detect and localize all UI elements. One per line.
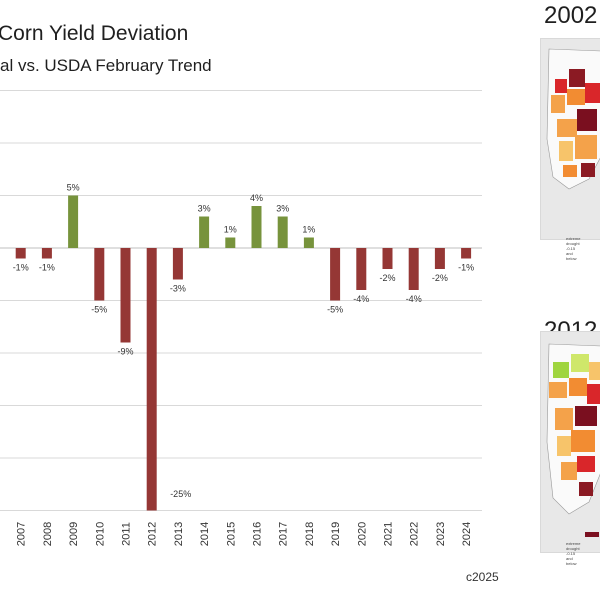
bar-2011	[120, 248, 131, 343]
data-label-2014: 3%	[198, 204, 211, 214]
tick-label-2013: 2013	[173, 522, 185, 546]
bar-2014	[199, 216, 210, 248]
data-label-2024: -1%	[458, 263, 474, 273]
legend-text: and	[566, 556, 573, 561]
chart-credit: c2025	[466, 570, 499, 584]
tick-label-2017: 2017	[278, 522, 290, 546]
bar-2008	[41, 248, 52, 259]
data-label-2022: -4%	[406, 294, 422, 304]
bar-2017	[277, 216, 288, 248]
legend-text: drought	[566, 241, 580, 246]
bar-2018	[303, 237, 314, 248]
data-label-2020: -4%	[353, 294, 369, 304]
bar-2020	[356, 248, 367, 290]
data-label-2007: -1%	[13, 263, 29, 273]
bar-2009	[68, 195, 79, 248]
bar-2023	[434, 248, 445, 269]
legend-text: and	[566, 251, 573, 256]
data-label-2023: -2%	[432, 273, 448, 283]
bar-2022	[408, 248, 419, 290]
tick-label-2018: 2018	[304, 522, 316, 546]
map-year-2002: 2002	[544, 2, 598, 29]
legend-swatch-2012	[585, 532, 599, 537]
chart-subtitle: al vs. USDA February Trend	[0, 56, 212, 75]
legend-text: drought	[566, 546, 580, 551]
data-label-2019: -5%	[327, 305, 343, 315]
bar-chart: -1% 2007 -1% 2008 5% 2009 -5% 2010 -9% 2011 -25% 20…	[0, 90, 482, 546]
bar-2021	[382, 248, 393, 269]
map-legend-2012: extreme drought -0.15 and below	[566, 541, 596, 566]
bar-2024	[461, 248, 472, 259]
tick-label-2015: 2015	[225, 522, 237, 546]
tick-label-2007: 2007	[16, 522, 28, 546]
data-label-2012: -25%	[170, 489, 191, 499]
drought-map-2012	[540, 331, 600, 553]
drought-map-2002	[540, 38, 600, 240]
tick-label-2012: 2012	[147, 522, 159, 546]
legend-text: below	[566, 256, 577, 261]
data-label-2008: -1%	[39, 263, 55, 273]
data-label-2015: 1%	[224, 225, 237, 235]
chart-panel: -1% 2007 -1% 2008 5% 2009 -5% 2010 -9% 2011 -25% 20…	[0, 22, 499, 584]
map-legend-2002: extreme drought -0.15 and below	[566, 236, 596, 261]
legend-text: extreme	[566, 541, 581, 546]
tick-label-2011: 2011	[121, 522, 133, 546]
bar-2013	[172, 248, 183, 280]
bar-2019	[330, 248, 341, 301]
legend-text: -0.15	[566, 246, 576, 251]
legend-text: extreme	[566, 236, 581, 241]
legend-text: below	[566, 561, 577, 566]
bar-2007	[15, 248, 26, 259]
tick-label-2022: 2022	[409, 522, 421, 546]
tick-label-2023: 2023	[435, 522, 447, 546]
tick-label-2021: 2021	[383, 522, 395, 546]
data-label-2018: 1%	[302, 225, 315, 235]
tick-label-2019: 2019	[330, 522, 342, 546]
data-label-2021: -2%	[379, 273, 395, 283]
data-label-2013: -3%	[170, 284, 186, 294]
bar-2016	[251, 206, 262, 248]
data-label-2011: -9%	[117, 347, 133, 357]
data-label-2010: -5%	[91, 305, 107, 315]
bar-2012	[146, 248, 157, 511]
us-map-2002	[546, 48, 600, 190]
tick-label-2024: 2024	[461, 522, 473, 546]
data-label-2017: 3%	[276, 204, 289, 214]
tick-label-2016: 2016	[252, 522, 264, 546]
data-label-2009: 5%	[67, 183, 80, 193]
map-panel-2012: 2012 extreme drought -0.15 and below	[530, 315, 600, 566]
tick-label-2014: 2014	[199, 522, 211, 546]
tick-label-2008: 2008	[42, 522, 54, 546]
data-label-2016: 4%	[250, 193, 263, 203]
tick-label-2009: 2009	[68, 522, 80, 546]
us-map-2012	[546, 343, 600, 515]
bar-2015	[225, 237, 236, 248]
chart-title: Corn Yield Deviation	[0, 22, 189, 45]
map-panel-2002: 2002 extreme drought -0.15 and below	[530, 0, 600, 261]
bar-2010	[94, 248, 105, 301]
tick-label-2010: 2010	[94, 522, 106, 546]
legend-text: -0.15	[566, 551, 576, 556]
tick-label-2020: 2020	[356, 522, 368, 546]
